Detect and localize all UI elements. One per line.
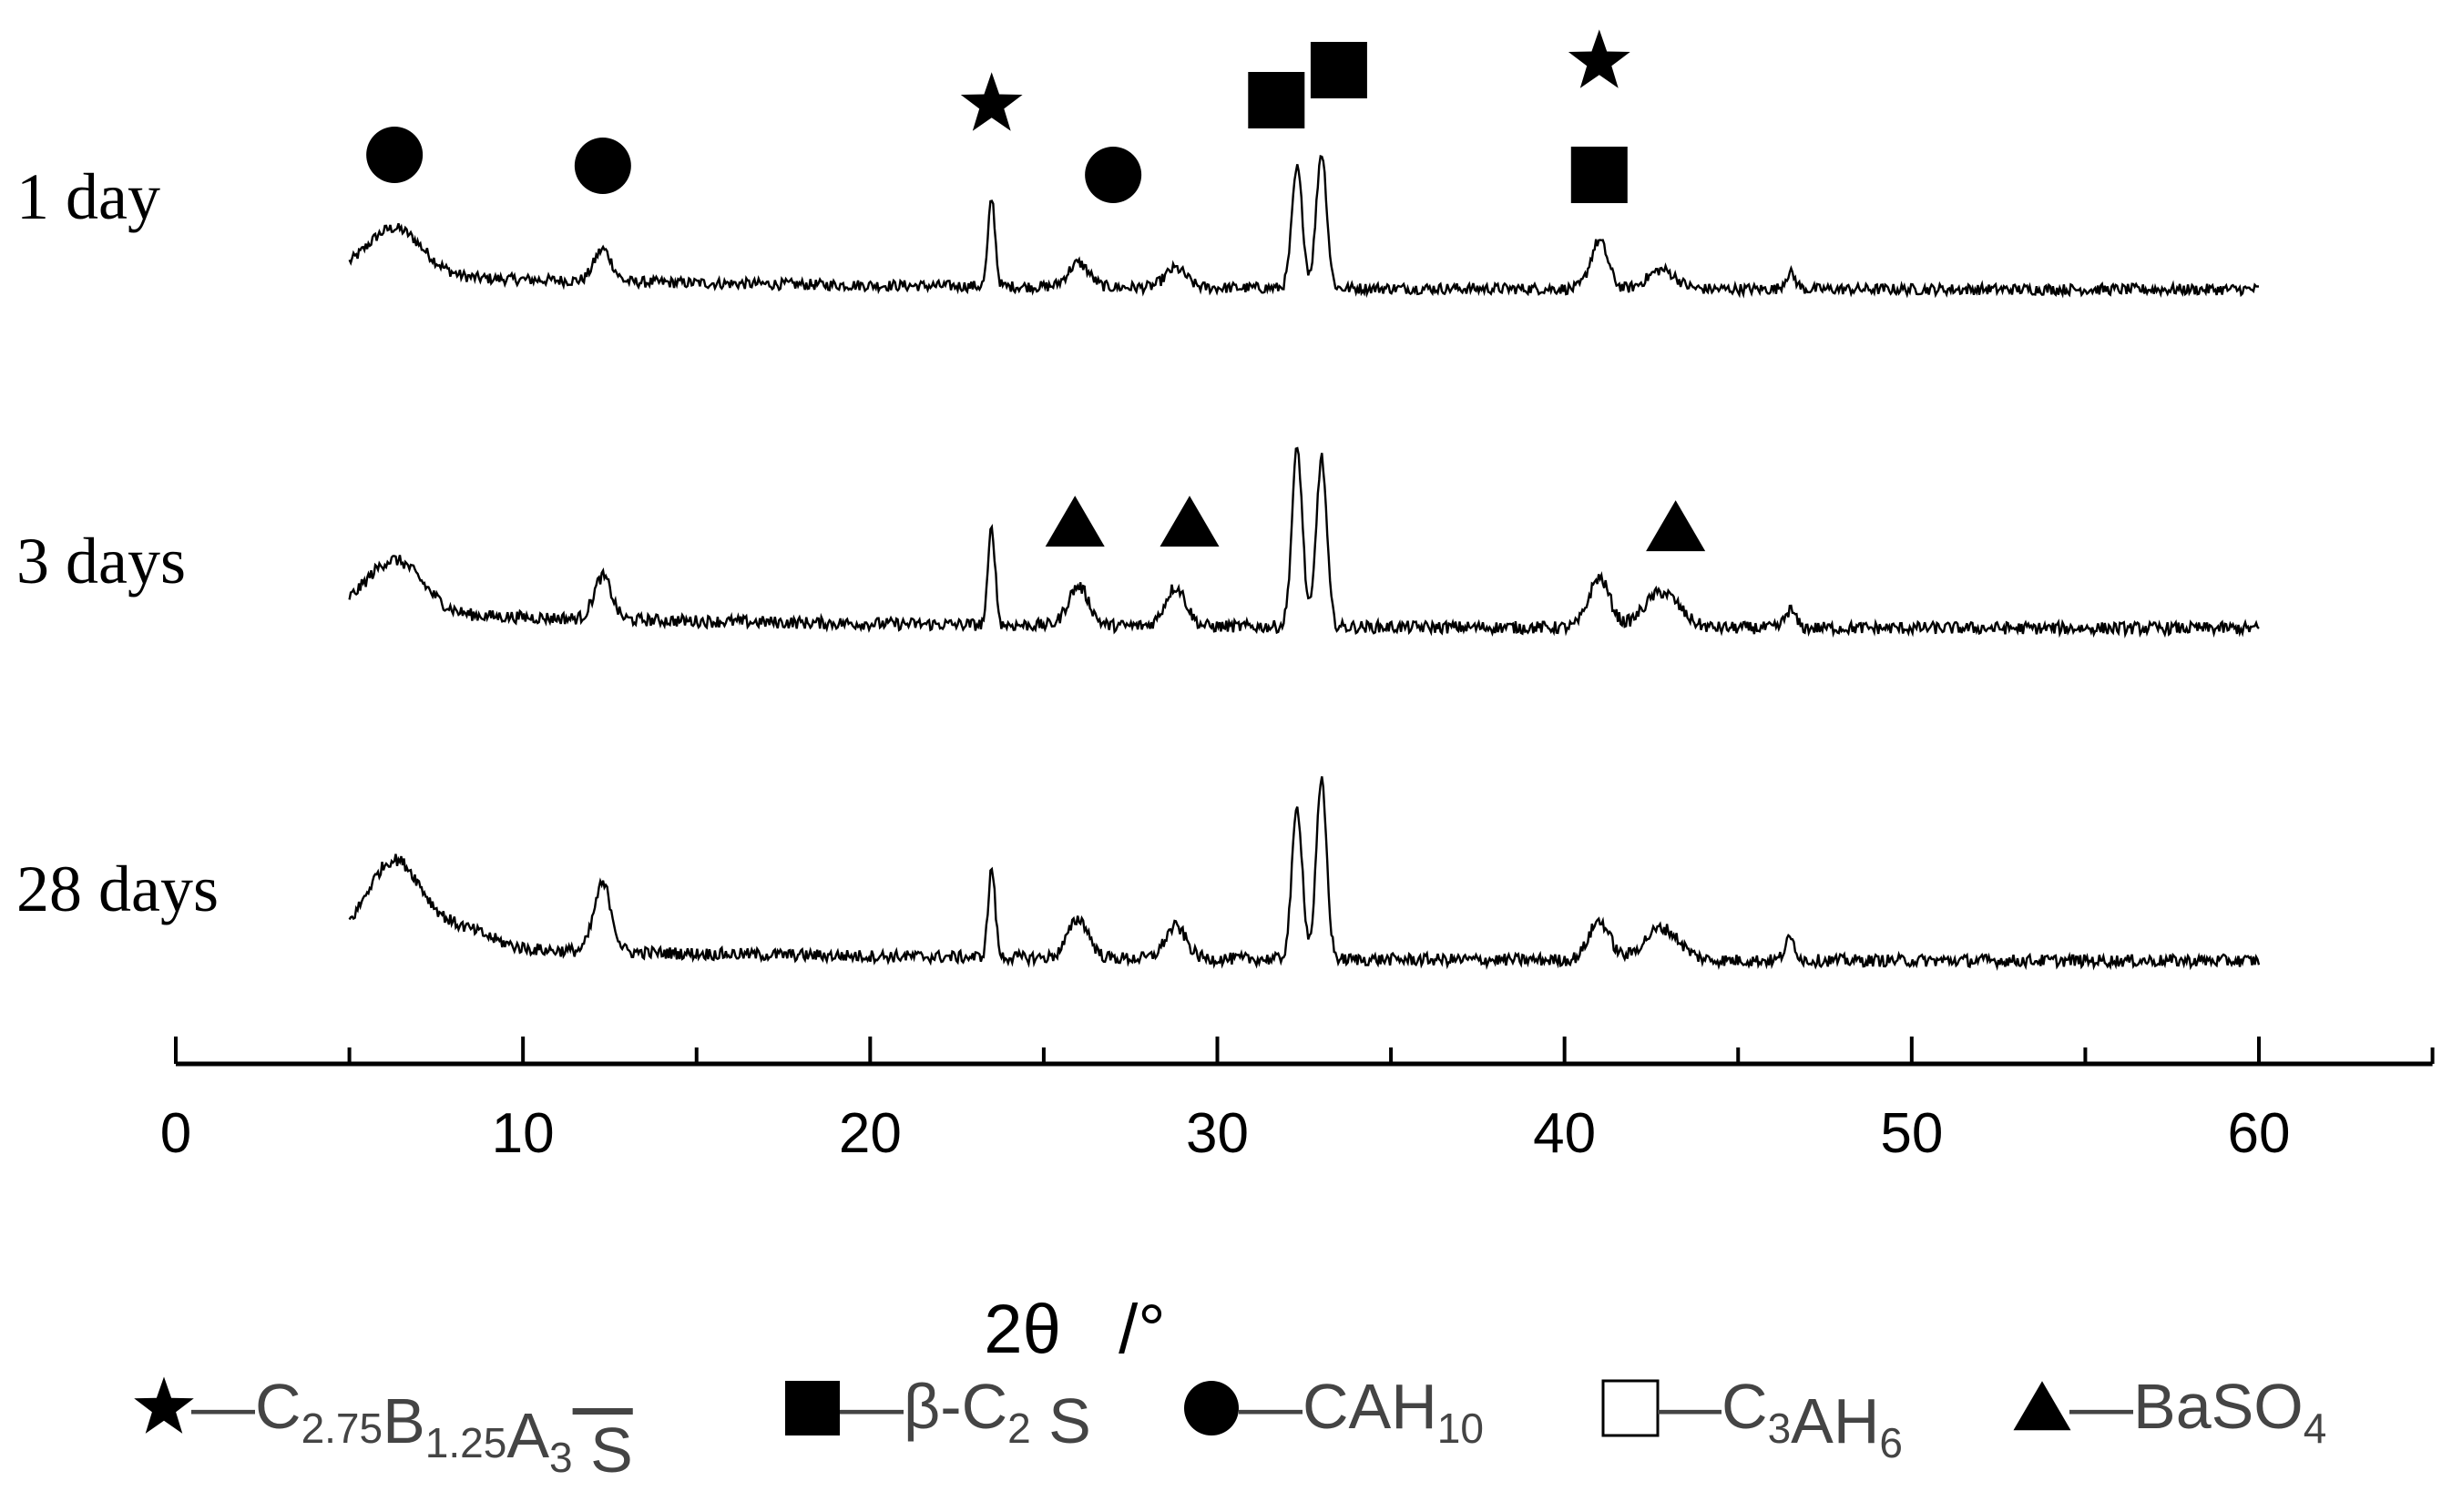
legend: —C2.75B1.25A3 S —β-C2 S —CAH10 —C3AH6 —BaSO4 (134, 1371, 2326, 1486)
legend-label: —C3AH6 (1658, 1371, 1903, 1466)
x-tick-label: 50 (1880, 1102, 1943, 1165)
square-marker (1248, 72, 1305, 128)
series-line (348, 776, 2261, 971)
triangle-legend-icon (2013, 1381, 2071, 1431)
open-square-legend-icon (1601, 1379, 1660, 1437)
square-marker (1310, 42, 1367, 98)
square-marker (1570, 147, 1628, 203)
legend-entry: —BaSO4 (2013, 1371, 2326, 1452)
legend-label: —BaSO4 (2069, 1371, 2326, 1452)
triangle-marker (1160, 495, 1220, 547)
x-tick-label: 10 (492, 1102, 555, 1165)
legend-entry: —C2.75B1.25A3 S (134, 1371, 633, 1486)
x-tick-label: 20 (839, 1102, 902, 1165)
legend-label: —β-C2 S (840, 1371, 1091, 1456)
series-label: 28 days (16, 853, 219, 925)
circle-marker (366, 127, 424, 183)
triangle-marker (1045, 495, 1105, 547)
x-tick-label: 30 (1186, 1102, 1249, 1165)
series-layer: 1 day 3 days 28 days (16, 155, 2261, 971)
star-legend-icon (134, 1376, 194, 1434)
marker-layer (366, 29, 1706, 552)
star-marker (1568, 29, 1630, 88)
circle-marker (574, 138, 631, 194)
series-line (348, 155, 2260, 299)
triangle-marker (1646, 500, 1706, 552)
star-marker (960, 72, 1023, 131)
legend-label: —C2.75B1.25A3 S (191, 1371, 633, 1486)
x-axis: 0 10 20 30 40 50 60 (160, 1037, 2435, 1165)
legend-entry: —β-C2 S (785, 1371, 1091, 1456)
x-axis-label: 2θ /° (984, 1291, 1165, 1368)
x-tick-label: 40 (1533, 1102, 1596, 1165)
square-legend-icon (785, 1381, 840, 1435)
series-line (348, 446, 2260, 639)
legend-entry: —CAH10 (1184, 1371, 1484, 1452)
circle-marker (1085, 147, 1142, 203)
legend-entry: —C3AH6 (1601, 1371, 1903, 1466)
circle-legend-icon (1184, 1381, 1239, 1435)
legend-label: —CAH10 (1239, 1371, 1484, 1452)
x-tick-label: 60 (2228, 1102, 2291, 1165)
series-label: 3 days (16, 525, 186, 598)
series-label: 1 day (16, 160, 160, 233)
x-tick-label: 0 (160, 1102, 191, 1165)
